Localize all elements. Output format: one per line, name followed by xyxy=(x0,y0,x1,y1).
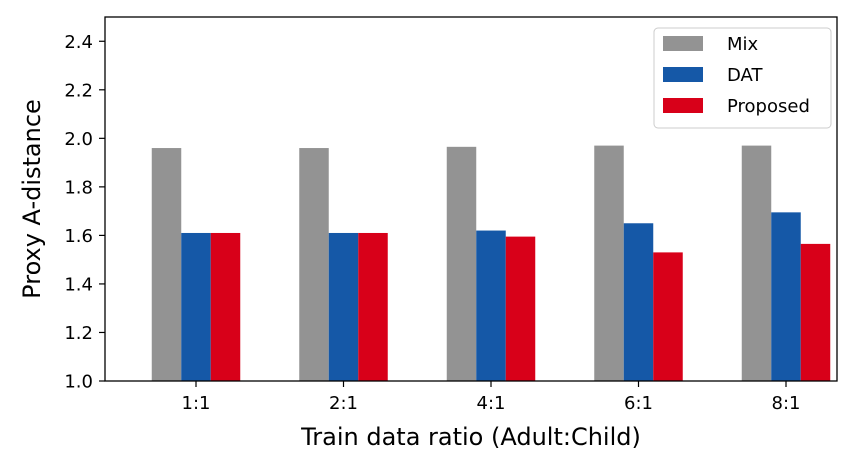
y-tick-label: 1.6 xyxy=(64,226,93,247)
legend: Mix DAT Proposed xyxy=(653,27,832,129)
x-axis-title: Train data ratio (Adult:Child) xyxy=(300,423,641,451)
bar-proposed-4-1 xyxy=(505,236,536,381)
bar-proposed-6-1 xyxy=(653,252,683,381)
y-tick-label: 1.8 xyxy=(64,177,93,198)
y-axis: 1.0 1.2 1.4 1.6 1.8 2.0 2.2 2.4 xyxy=(64,32,105,393)
x-tick-label: 6:1 xyxy=(624,393,653,414)
x-tick-label: 2:1 xyxy=(329,393,358,414)
y-tick-label: 2.4 xyxy=(64,32,93,53)
x-axis: 1:1 2:1 4:1 6:1 8:1 xyxy=(182,381,801,414)
bar-mix-2-1 xyxy=(299,148,329,381)
x-tick-label: 1:1 xyxy=(182,393,211,414)
y-tick-label: 1.4 xyxy=(64,274,93,295)
bar-dat-1-1 xyxy=(181,232,211,381)
bar-mix-4-1 xyxy=(446,146,477,381)
legend-swatch-proposed xyxy=(663,98,703,113)
bar-mix-8-1 xyxy=(741,145,772,381)
y-axis-title: Proxy A-distance xyxy=(18,99,46,299)
bar-mix-1-1 xyxy=(151,148,182,381)
bars-group xyxy=(151,145,831,381)
bar-dat-8-1 xyxy=(771,212,801,381)
x-tick-label: 4:1 xyxy=(477,393,506,414)
legend-swatch-dat xyxy=(663,67,703,82)
bar-dat-4-1 xyxy=(476,230,506,381)
bar-proposed-2-1 xyxy=(358,232,388,381)
y-tick-label: 1.0 xyxy=(64,372,93,393)
y-tick-label: 1.2 xyxy=(64,323,93,344)
legend-label-mix: Mix xyxy=(727,34,759,55)
legend-label-dat: DAT xyxy=(727,65,763,86)
plot-frame xyxy=(104,16,838,382)
legend-label-proposed: Proposed xyxy=(727,96,810,117)
y-tick-label: 2.0 xyxy=(64,129,93,150)
legend-swatch-mix xyxy=(663,36,703,51)
y-tick-label: 2.2 xyxy=(64,80,93,101)
bar-mix-6-1 xyxy=(594,145,624,381)
x-tick-label: 8:1 xyxy=(772,393,801,414)
bar-dat-6-1 xyxy=(623,223,654,381)
bar-proposed-8-1 xyxy=(800,243,831,381)
bar-proposed-1-1 xyxy=(210,232,241,381)
bar-dat-2-1 xyxy=(328,232,359,381)
